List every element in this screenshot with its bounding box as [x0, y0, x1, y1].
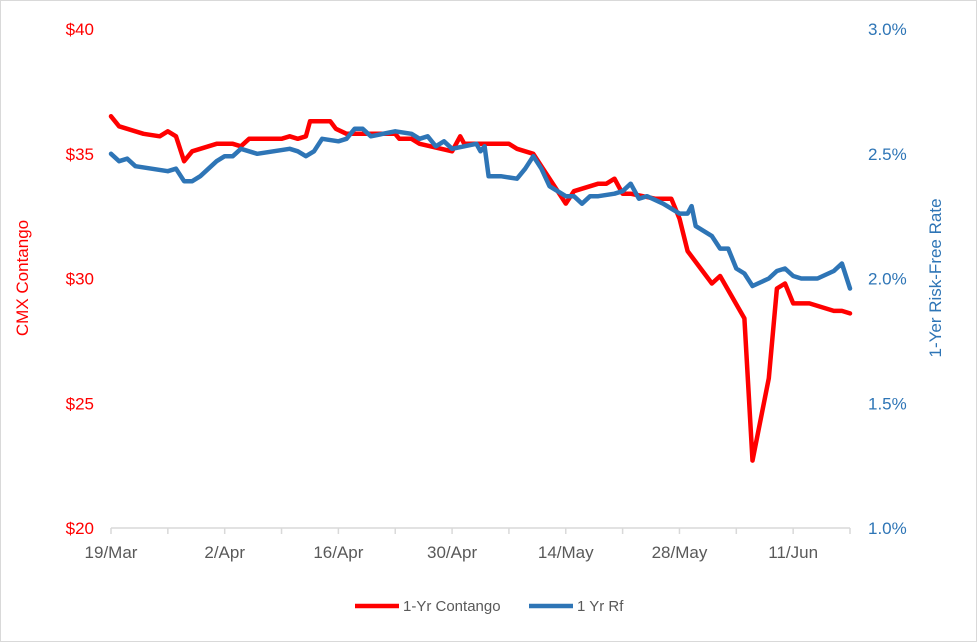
- x-tick-label: 28/May: [652, 543, 708, 562]
- y-right-tick-label: 2.5%: [868, 145, 907, 164]
- x-tick-label: 19/Mar: [85, 543, 138, 562]
- x-tick-label: 14/May: [538, 543, 594, 562]
- series-layer: [111, 116, 850, 460]
- y-left-tick-label: $35: [66, 145, 94, 164]
- legend-layer: 1-Yr Contango 1 Yr Rf: [355, 598, 624, 615]
- x-tick-label: 30/Apr: [427, 543, 477, 562]
- y-right-tick-label: 3.0%: [868, 20, 907, 39]
- legend-label: 1 Yr Rf: [577, 598, 624, 615]
- x-tick-label: 11/Jun: [768, 543, 818, 562]
- x-tick-label: 16/Apr: [313, 543, 363, 562]
- series-line-contango: [111, 116, 850, 460]
- y-right-axis-title: 1-Yer Risk-Free Rate: [926, 198, 945, 357]
- x-tick-label: 2/Apr: [204, 543, 245, 562]
- y-left-tick-label: $40: [66, 20, 94, 39]
- y-left-tick-label: $20: [66, 519, 94, 538]
- y-right-tick-label: 1.5%: [868, 394, 907, 413]
- y-right-tick-label: 2.0%: [868, 270, 907, 289]
- y-left-tick-label: $25: [66, 394, 94, 413]
- y-right-tick-label: 1.0%: [868, 519, 907, 538]
- axes-layer: [111, 528, 850, 534]
- labels-layer: 19/Mar 2/Apr 16/Apr 30/Apr 14/May 28/May 11/Ju…: [13, 20, 945, 562]
- y-left-tick-label: $30: [66, 270, 94, 289]
- series-line-risk-free-rate: [111, 129, 850, 289]
- y-left-axis-title: CMX Contango: [13, 220, 32, 336]
- legend-label: 1-Yr Contango: [403, 598, 501, 615]
